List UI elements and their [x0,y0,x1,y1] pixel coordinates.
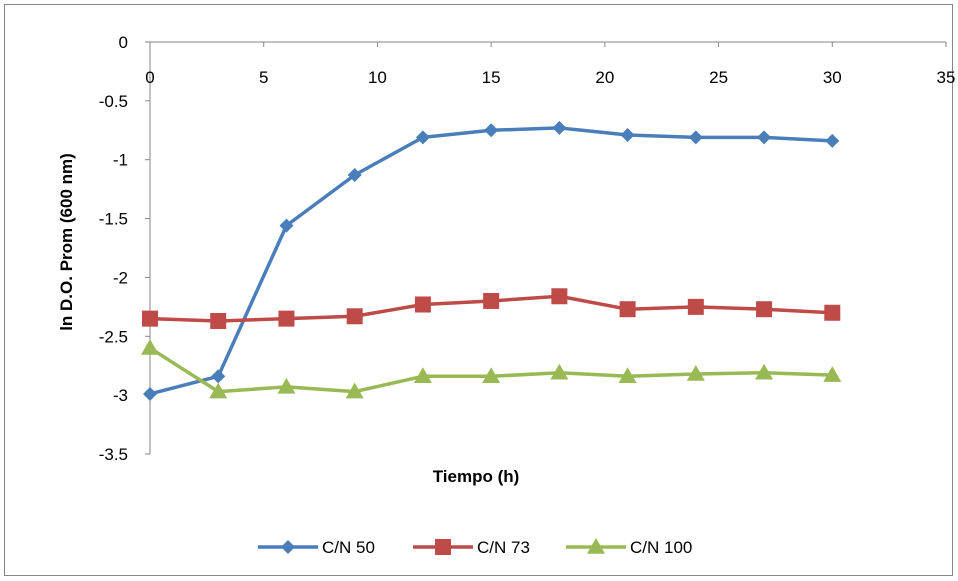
data-point [686,364,705,381]
y-tick-label: -1 [113,151,128,170]
y-axis-ticks: 0 -0.5 -1 -1.5 -2 -2.5 -3 -3.5 [99,33,150,464]
data-point [755,363,774,380]
data-point [687,298,704,315]
data-point [618,367,637,384]
data-point [824,304,841,321]
y-tick-label: -0.5 [99,92,128,111]
data-point [550,363,569,380]
x-tick-label: 15 [482,68,501,87]
series-3 [141,339,842,399]
legend-item-2: C/N 73 [413,538,530,557]
x-tick-label: 30 [823,68,842,87]
data-point [482,367,501,384]
legend-marker [587,538,605,554]
data-point [413,367,432,384]
data-point [756,301,773,318]
x-axis-title: Tiempo (h) [433,467,520,486]
legend-label: C/N 100 [630,538,692,557]
y-tick-label: -3 [113,386,128,405]
data-point [277,377,296,394]
legend: C/N 50 C/N 73 C/N 100 [258,538,692,557]
legend-label: C/N 50 [322,538,375,557]
x-tick-label: 25 [709,68,728,87]
x-tick-label: 0 [145,68,154,87]
data-point [620,127,635,142]
data-point [415,130,430,145]
series-layer [141,120,842,401]
data-point [484,123,499,138]
y-tick-label: 0 [119,33,128,52]
data-point [619,301,636,318]
data-point [823,366,842,382]
x-tick-label: 35 [937,68,956,87]
y-tick-label: -1.5 [99,210,128,229]
data-point [210,312,227,329]
data-point [142,310,158,327]
x-axis-ticks: 0 5 10 15 20 25 30 35 [145,42,955,87]
data-point [414,296,431,313]
data-point [141,339,159,355]
legend-label: C/N 73 [477,538,530,557]
data-point [211,369,226,384]
series-1 [143,120,840,401]
x-tick-label: 20 [595,68,614,87]
x-tick-label: 10 [368,68,387,87]
legend-marker [281,540,295,554]
data-point [346,308,363,325]
data-point [825,133,840,148]
data-point [278,310,295,327]
y-axis-title: ln D.O. Prom (600 nm) [57,153,76,331]
data-point [688,130,703,145]
data-point [143,386,157,401]
series-2 [142,288,841,329]
data-point [279,218,294,233]
y-tick-label: -2.5 [99,327,128,346]
data-point [551,288,568,305]
data-point [757,130,772,145]
legend-item-1: C/N 50 [258,538,375,557]
data-point [345,382,364,399]
data-point [209,382,228,399]
data-point [347,168,362,183]
y-tick-label: -2 [113,268,128,287]
series-line [149,126,833,396]
x-tick-label: 5 [259,68,268,87]
data-point [483,292,500,309]
data-point [552,120,567,135]
chart-area [4,4,953,576]
y-tick-label: -3.5 [99,445,128,464]
legend-item-3: C/N 100 [566,538,692,557]
axes: 0 5 10 15 20 25 30 35 0 -0.5 -1 -1.5 -2 -2.5 -3 -3.5 [99,33,956,464]
legend-marker [435,539,451,555]
